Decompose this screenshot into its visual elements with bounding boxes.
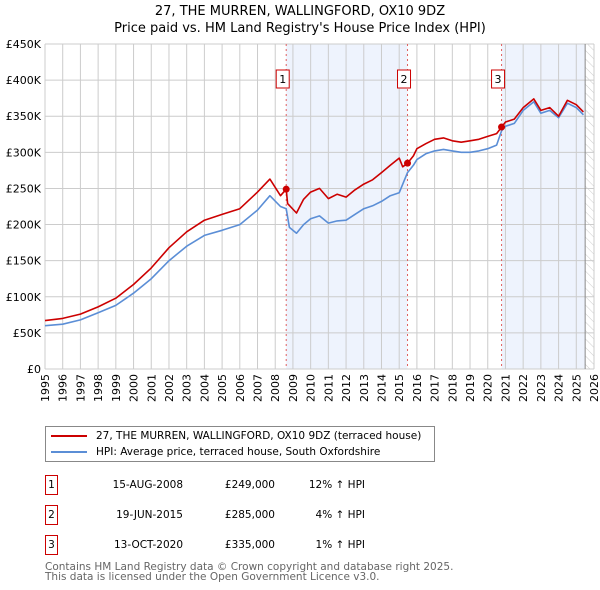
footer-line: Contains HM Land Registry data © Crown c… [45, 561, 454, 573]
x-tick-label: 2003 [181, 374, 194, 402]
y-tick-label: £100K [6, 291, 42, 304]
legend-swatch-red [51, 435, 87, 437]
sale-number: 1 [45, 475, 58, 495]
x-tick-label: 2024 [553, 374, 566, 402]
x-tick-label: 2020 [482, 374, 495, 402]
x-tick-label: 2000 [128, 374, 141, 402]
x-tick-label: 1995 [39, 374, 52, 402]
sale-point [498, 123, 506, 131]
table-row: 3 13-OCT-2020 £335,000 1% ↑ HPI [45, 535, 405, 555]
x-tick-label: 2019 [464, 374, 477, 402]
x-tick-label: 2004 [198, 374, 211, 402]
x-tick-label: 2022 [517, 374, 530, 402]
hpi-line [44, 101, 584, 327]
y-tick-label: £50K [13, 327, 42, 340]
x-tick-label: 2017 [429, 374, 442, 402]
shaded-period [286, 44, 408, 369]
sale-date: 19-JUN-2015 [116, 509, 183, 521]
sale-number: 3 [45, 535, 58, 555]
sale-price: £335,000 [224, 539, 275, 551]
sale-price: £285,000 [224, 509, 275, 521]
x-tick-label: 2007 [252, 374, 265, 402]
sale-hpi: 4% ↑ HPI [315, 509, 365, 521]
y-tick-label: £350K [6, 110, 42, 123]
plot-area: 1995 1996 1997 1998 1999 2000 2001 2002 2003 2004… [6, 38, 600, 402]
legend-swatch-blue [51, 451, 87, 453]
sale-label: 3 [495, 73, 502, 86]
x-tick-label: 2021 [499, 374, 512, 402]
sale-date: 15-AUG-2008 [112, 479, 183, 491]
legend: 27, THE MURREN, WALLINGFORD, OX10 9DZ (t… [45, 426, 435, 462]
y-tick-label: £200K [6, 219, 42, 232]
table-row: 1 15-AUG-2008 £249,000 12% ↑ HPI [45, 475, 405, 495]
x-tick-label: 2005 [216, 374, 229, 402]
sale-point [404, 159, 412, 167]
sale-date: 13-OCT-2020 [114, 539, 183, 551]
legend-label: 27, THE MURREN, WALLINGFORD, OX10 9DZ (t… [96, 430, 422, 442]
x-tick-label: 1997 [74, 374, 87, 402]
price-paid-line [44, 98, 584, 322]
x-tick-label: 2025 [570, 374, 583, 402]
x-tick-label: 2012 [340, 374, 353, 402]
x-tick-label: 2002 [163, 374, 176, 402]
x-tick-label: 2023 [535, 374, 548, 402]
legend-item-hpi: HPI: Average price, terraced house, Sout… [46, 444, 380, 460]
x-tick-label: 2015 [393, 374, 406, 402]
footer: Contains HM Land Registry data © Crown c… [45, 561, 454, 583]
table-row: 2 19-JUN-2015 £285,000 4% ↑ HPI [45, 505, 405, 525]
sale-label-box [397, 69, 412, 89]
y-tick-label: £450K [6, 38, 42, 51]
x-tick-label: 2011 [322, 374, 335, 402]
shaded-period [501, 44, 586, 369]
sale-price: £249,000 [224, 479, 275, 491]
sale-label-box [275, 69, 290, 89]
x-tick-label: 2008 [269, 374, 282, 402]
sale-point [282, 185, 290, 193]
y-tick-label: £0 [27, 363, 41, 376]
y-tick-label: £250K [6, 182, 42, 195]
x-tick-label: 2010 [305, 374, 318, 402]
chart-title: 27, THE MURREN, WALLINGFORD, OX10 9DZ [154, 4, 446, 19]
x-tick-label: 1996 [57, 374, 70, 402]
x-tick-label: 2006 [234, 374, 247, 402]
y-tick-label: £150K [6, 255, 42, 268]
sale-label: 1 [279, 73, 286, 86]
sale-label-box [491, 69, 506, 89]
sale-hpi: 1% ↑ HPI [315, 539, 365, 551]
chart-subtitle: Price paid vs. HM Land Registry's House … [114, 21, 486, 36]
future-hatch [585, 44, 594, 369]
sale-hpi: 12% ↑ HPI [308, 479, 365, 491]
x-tick-label: 2018 [446, 374, 459, 402]
x-tick-label: 2026 [588, 374, 600, 402]
x-tick-label: 1998 [92, 374, 105, 402]
x-tick-label: 2009 [287, 374, 300, 402]
x-tick-label: 2001 [145, 374, 158, 402]
x-tick-label: 1999 [110, 374, 123, 402]
x-tick-label: 2016 [411, 374, 424, 402]
x-tick-label: 2014 [375, 374, 388, 402]
footer-line: This data is licensed under the Open Gov… [45, 571, 380, 583]
sale-number: 2 [45, 505, 58, 525]
legend-label: HPI: Average price, terraced house, Sout… [96, 446, 381, 458]
legend-item-property: 27, THE MURREN, WALLINGFORD, OX10 9DZ (t… [46, 428, 421, 444]
x-tick-label: 2013 [358, 374, 371, 402]
sale-label: 2 [401, 73, 408, 86]
y-tick-label: £400K [6, 74, 42, 87]
y-tick-label: £300K [6, 146, 42, 159]
